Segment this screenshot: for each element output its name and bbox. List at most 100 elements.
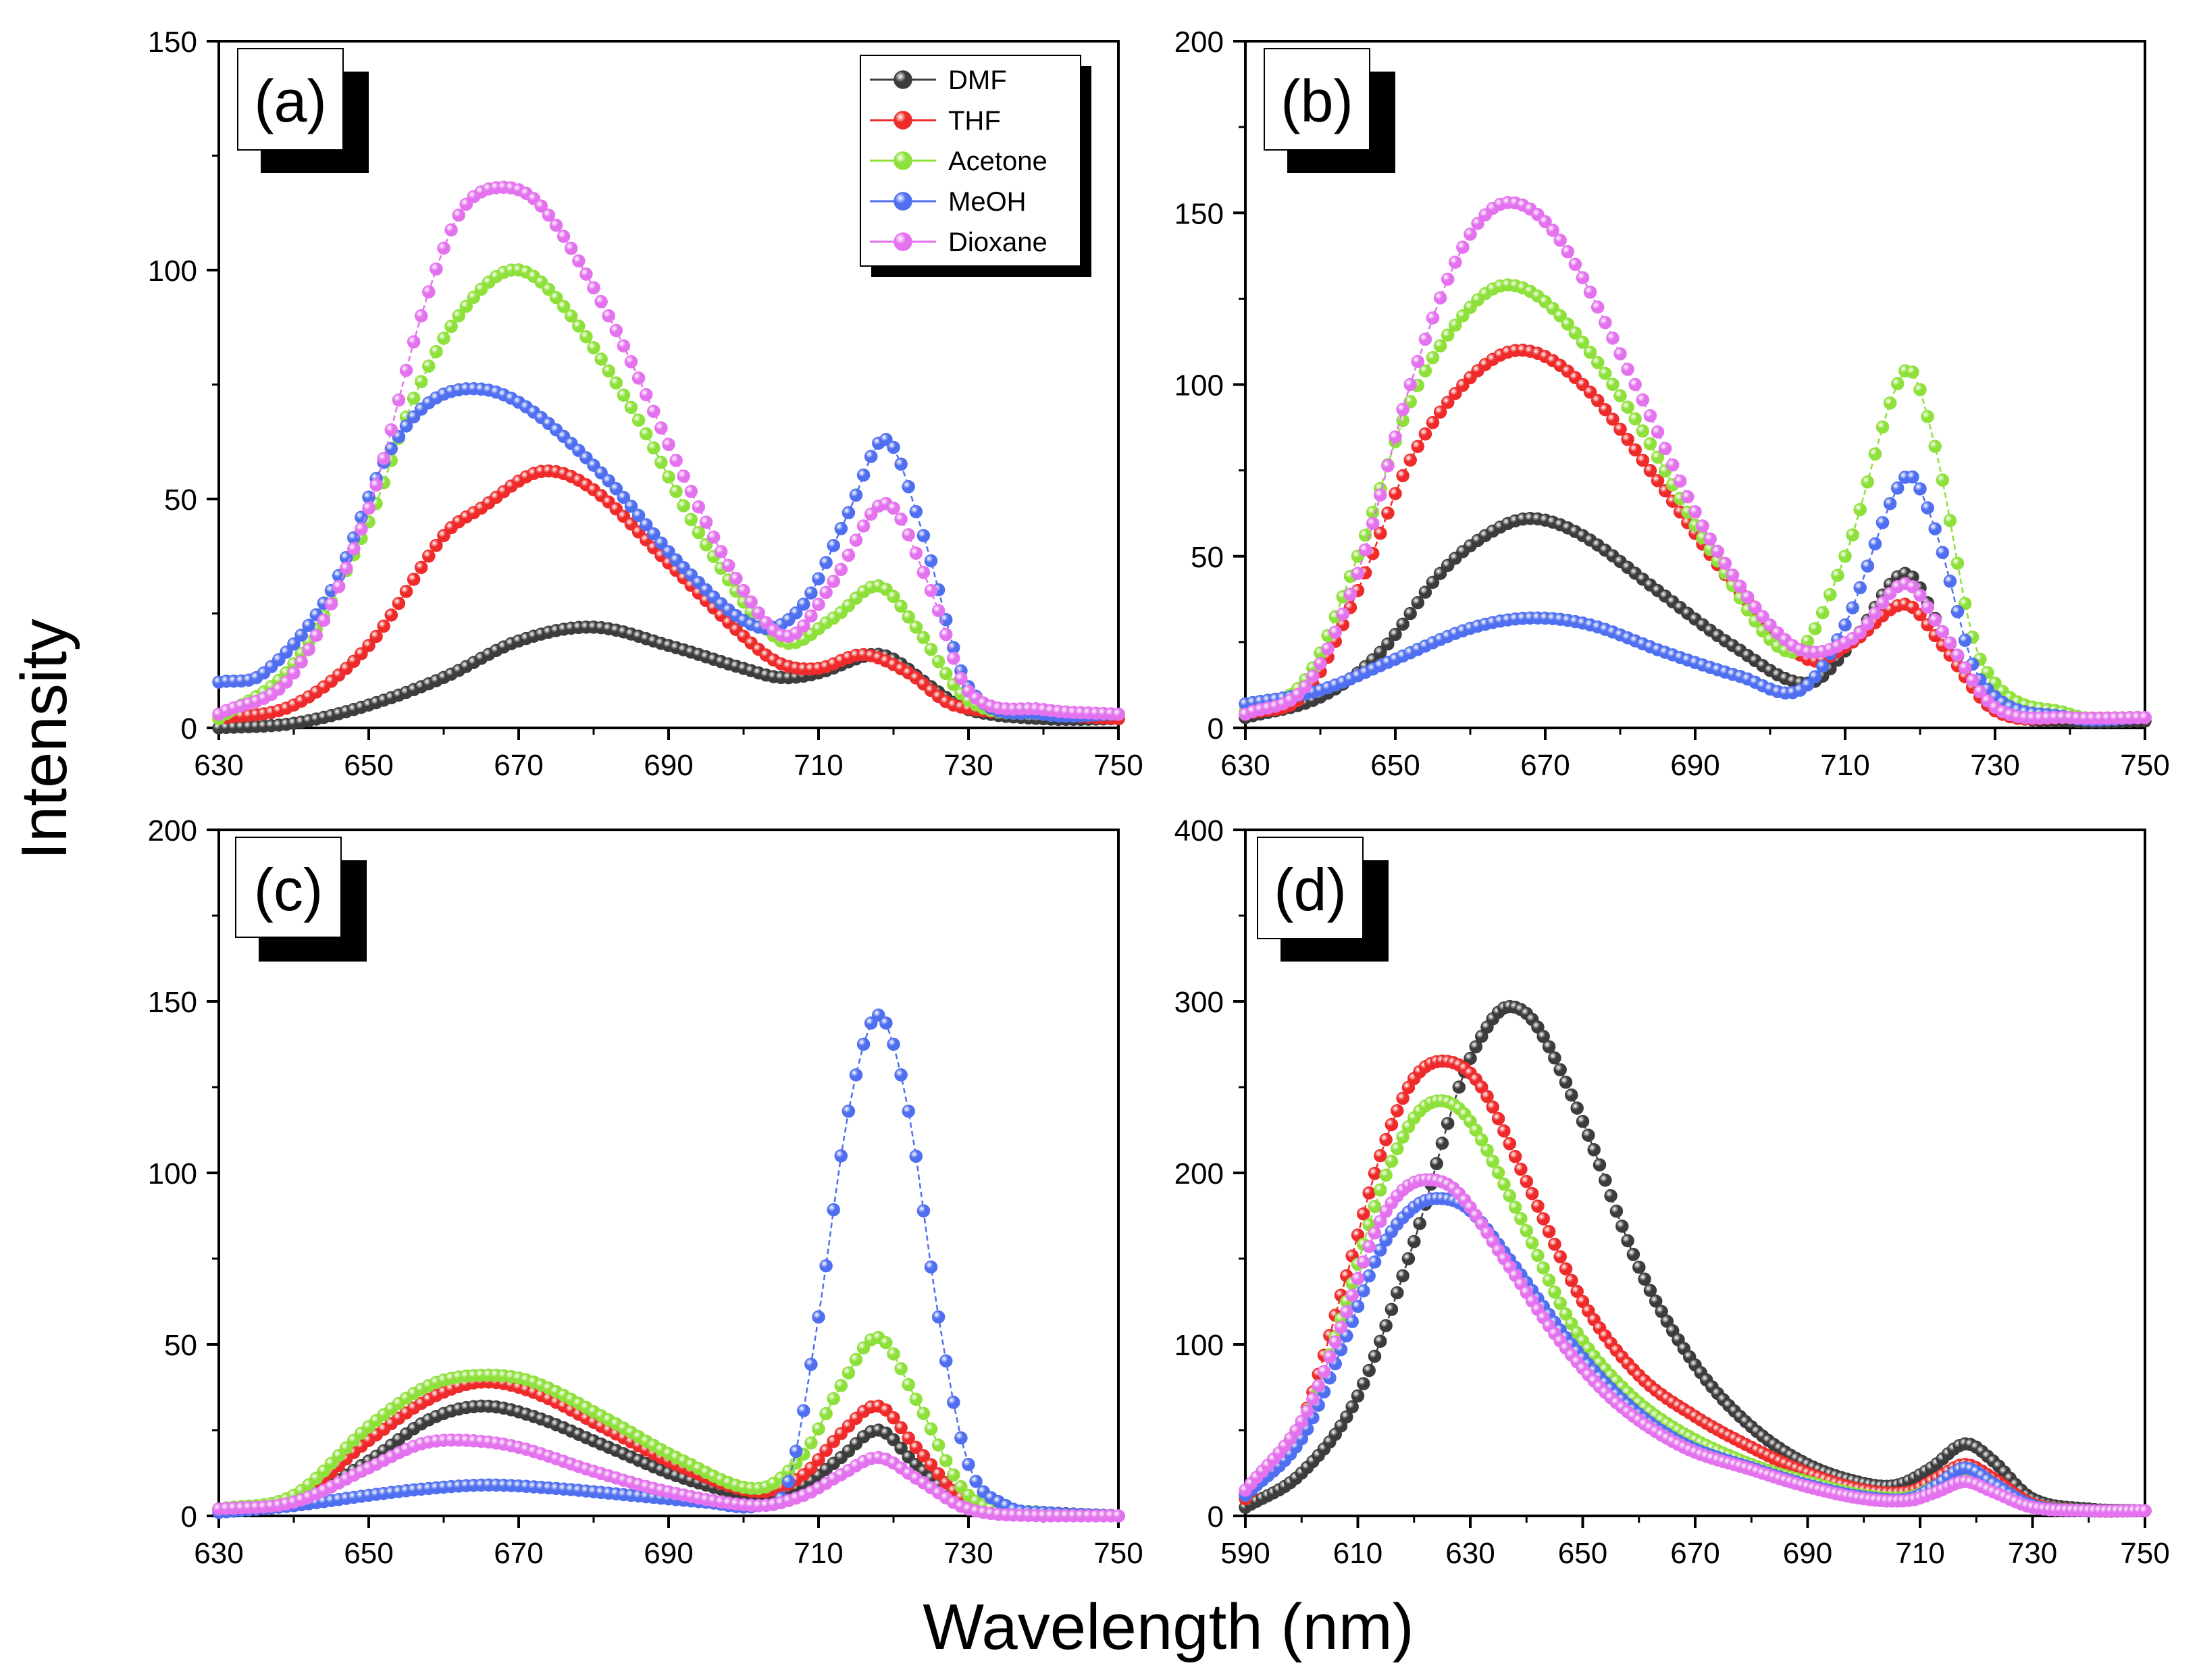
data-point: [1357, 1284, 1370, 1298]
data-point: [1599, 402, 1612, 417]
panel-label-text: (a): [254, 68, 327, 134]
data-point: [887, 1433, 900, 1446]
chart-panel: 630 650 670 690 710 730 750 0 50 100 150 200 (c): [148, 814, 1143, 1570]
data-point: [557, 230, 571, 243]
data-point: [1943, 575, 1957, 588]
data-point: [1396, 1269, 1409, 1283]
data-point: [2138, 1504, 2152, 1518]
data-point: [1435, 1136, 1449, 1150]
data-point: [1374, 527, 1387, 540]
data-point: [631, 508, 646, 523]
data-point: [939, 627, 953, 641]
data-point: [594, 295, 608, 309]
data-point: [1542, 1040, 1556, 1053]
data-point: [1651, 425, 1665, 439]
data-point: [1374, 646, 1387, 659]
data-point: [1643, 409, 1657, 423]
data-point: [1306, 1392, 1320, 1406]
data-point: [849, 1353, 863, 1367]
data-point: [1565, 1274, 1578, 1288]
data-point: [534, 199, 548, 213]
data-point: [1508, 1201, 1522, 1214]
legend-marker: [894, 232, 912, 251]
data-point: [1368, 1349, 1382, 1363]
data-point: [1381, 506, 1395, 520]
data-point: [931, 604, 946, 618]
data-point: [1379, 1133, 1393, 1147]
data-point: [639, 427, 653, 441]
data-point: [1385, 1118, 1399, 1132]
data-point: [407, 392, 421, 405]
data-point: [1936, 546, 1950, 560]
data-point: [1385, 1155, 1399, 1168]
data-point: [887, 440, 900, 454]
data-point: [1613, 422, 1627, 436]
data-point: [931, 1467, 946, 1481]
data-point: [602, 474, 615, 488]
data-point: [452, 208, 465, 222]
data-point: [916, 1449, 931, 1463]
data-point: [1503, 1189, 1517, 1203]
x-tick-label: 630: [194, 1537, 243, 1570]
series-thf: [212, 464, 1125, 726]
data-point: [414, 309, 428, 323]
data-point: [1357, 1377, 1370, 1390]
data-point: [309, 629, 324, 642]
data-point: [662, 470, 675, 484]
legend-marker: [894, 70, 912, 89]
data-point: [1846, 528, 1859, 542]
data-point: [1711, 544, 1725, 558]
data-point: [1525, 1236, 1539, 1250]
data-point: [1328, 1335, 1342, 1349]
data-point: [804, 1436, 818, 1450]
data-point: [1740, 590, 1755, 604]
data-point: [1613, 347, 1627, 361]
data-point: [931, 1438, 946, 1452]
data-point: [1861, 559, 1875, 573]
data-point: [1655, 1305, 1668, 1319]
data-point: [1433, 405, 1447, 419]
data-point: [1823, 587, 1837, 602]
data-point: [1921, 410, 1934, 423]
data-point: [819, 1444, 833, 1457]
data-point: [1362, 1186, 1376, 1200]
data-point: [969, 1475, 983, 1488]
data-point: [887, 1037, 900, 1051]
data-point: [1570, 1284, 1584, 1298]
data-point: [1407, 1234, 1421, 1249]
data-point: [706, 530, 721, 544]
data-point: [812, 1453, 825, 1467]
data-point: [430, 262, 443, 276]
data-point: [1628, 443, 1642, 456]
data-point: [819, 556, 833, 569]
data-point: [399, 363, 413, 377]
data-point: [1943, 514, 1957, 527]
data-point: [804, 609, 818, 623]
y-tick-label: 100: [148, 255, 197, 288]
data-point: [1317, 1365, 1331, 1378]
data-point: [1456, 309, 1470, 323]
data-point: [1651, 474, 1665, 488]
data-point: [1536, 1212, 1550, 1226]
x-tick-label: 590: [1220, 1537, 1270, 1570]
data-point: [624, 355, 638, 369]
data-point: [1351, 1271, 1365, 1286]
data-point: [362, 501, 376, 515]
data-point: [894, 1421, 908, 1435]
data-point: [1464, 228, 1477, 241]
data-point: [1583, 386, 1597, 399]
data-point: [819, 1407, 833, 1421]
data-point: [1958, 661, 1972, 675]
data-point: [587, 341, 600, 355]
data-point: [1921, 600, 1934, 614]
data-point: [1638, 1272, 1651, 1286]
data-point: [1336, 607, 1350, 621]
data-point: [864, 507, 878, 521]
data-point: [579, 330, 593, 344]
data-point: [909, 546, 923, 560]
data-point: [1599, 367, 1612, 380]
data-point: [1426, 351, 1440, 365]
panel-label-box: [235, 837, 342, 938]
panel-label-text: (b): [1280, 68, 1353, 134]
data-point: [339, 561, 353, 575]
